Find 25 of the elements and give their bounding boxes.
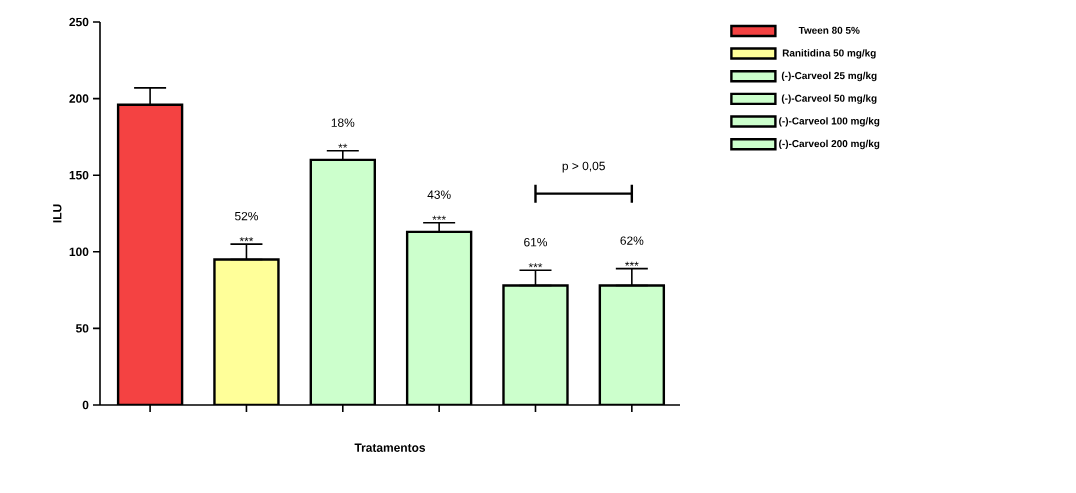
annotation: ***: [528, 263, 543, 268]
annotation: ***: [432, 215, 446, 220]
y-tick-label: 50: [75, 324, 89, 333]
annotation: 52%: [234, 211, 258, 221]
legend-label: (-)-Carveol 50 mg/kg: [781, 94, 877, 104]
y-tick-label: 150: [69, 170, 89, 180]
y-tick-label: 200: [69, 94, 89, 103]
annotation: 61%: [524, 237, 548, 247]
legend-label: Tween 80 5%: [798, 26, 860, 34]
annotation: p > 0,05: [562, 161, 605, 173]
annotation: ***: [625, 261, 639, 266]
y-tick-label: 250: [69, 17, 89, 27]
annotation: 43%: [427, 190, 451, 199]
annotation: 62%: [620, 236, 644, 245]
legend-label: (-)-Carveol 25 mg/kg: [781, 71, 877, 82]
y-tick-label: 100: [69, 247, 89, 257]
annotation: 18%: [331, 118, 355, 127]
annotation: **: [338, 143, 348, 148]
legend-label: Ranitidina 50 mg/kg: [782, 49, 876, 59]
y-tick-label: 0: [82, 400, 89, 410]
annotation: ***: [239, 237, 254, 242]
y-axis-title: ILU: [53, 204, 62, 223]
legend-label: (-)-Carveol 100 mg/kg: [779, 117, 880, 127]
legend-label: (-)-Carveol 200 mg/kg: [779, 139, 880, 150]
x-axis-title: Tratamentos: [354, 443, 426, 452]
